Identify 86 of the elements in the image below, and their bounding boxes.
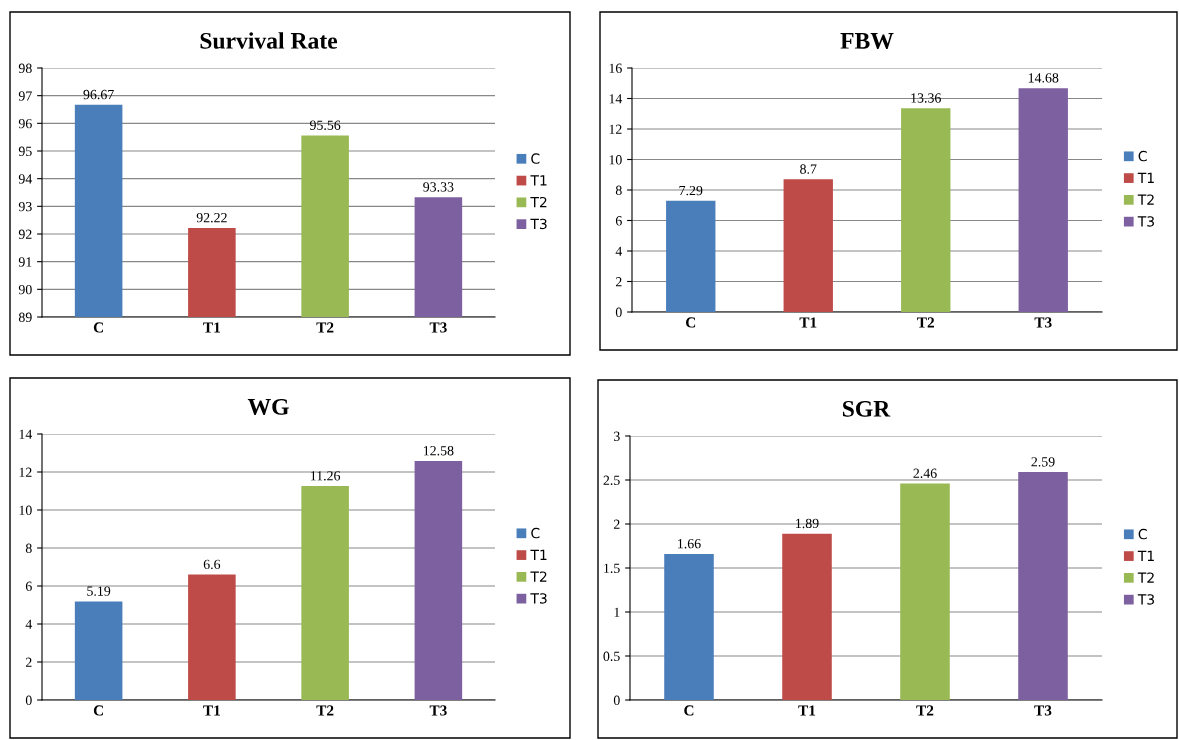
y-tick-label: 92 (18, 229, 32, 239)
x-tick-label: T3 (1034, 317, 1052, 328)
y-tick-label: 14 (609, 94, 623, 104)
y-tick-label: 14 (19, 429, 33, 439)
y-tick-label: 10 (609, 155, 622, 165)
y-tick-label: 2.5 (603, 475, 620, 486)
x-tick-label: C (93, 322, 103, 333)
data-label: 93.33 (423, 182, 454, 192)
x-tick-label: T2 (917, 317, 935, 328)
y-tick-label: 4 (615, 246, 623, 256)
legend-label: C (1138, 528, 1147, 540)
y-tick-label: 1 (614, 607, 620, 617)
y-tick-label: 16 (609, 63, 622, 73)
x-tick-label: C (685, 317, 696, 328)
legend-label: T2 (530, 571, 547, 582)
y-tick-label: 89 (18, 312, 32, 322)
chart-title: SGR (842, 400, 891, 417)
x-tick-label: T2 (316, 322, 334, 333)
data-label: 7.29 (679, 185, 703, 196)
legend-label: C (531, 527, 540, 539)
y-tick-label: 98 (18, 63, 32, 73)
data-label: 2.59 (1031, 457, 1055, 467)
legend-label: T3 (1137, 594, 1155, 605)
y-tick-label: 91 (18, 257, 32, 267)
legend-label: T1 (530, 175, 547, 186)
legend-label: C (1138, 150, 1147, 162)
y-tick-label: 12 (609, 124, 622, 134)
y-tick-label: 90 (18, 284, 32, 295)
y-tick-label: 0 (615, 307, 622, 317)
legend-label: T1 (1137, 550, 1154, 561)
legend-label: T3 (530, 218, 547, 230)
legend-label: C (531, 153, 540, 164)
y-tick-label: 96 (18, 118, 32, 129)
data-label: 14.68 (1028, 73, 1059, 83)
data-label: 6.6 (203, 559, 221, 570)
y-tick-label: 0.5 (603, 651, 620, 662)
x-tick-label: C (93, 705, 103, 716)
data-label: 95.56 (309, 120, 341, 130)
y-tick-label: 8 (25, 543, 32, 553)
y-tick-label: 2 (613, 519, 620, 529)
data-label: 12.58 (423, 446, 454, 456)
data-label: 92.22 (196, 212, 227, 223)
y-tick-label: 95 (18, 146, 32, 156)
data-label: 8.7 (800, 164, 817, 174)
x-tick-label: T3 (1034, 705, 1052, 716)
legend-label: T2 (1137, 572, 1154, 583)
y-tick-label: 0 (25, 695, 32, 705)
legend-label: T2 (1137, 194, 1154, 205)
legend-label: T3 (530, 593, 547, 604)
y-tick-label: 93 (18, 201, 32, 212)
y-tick-label: 4 (25, 619, 33, 629)
x-tick-label: T1 (798, 705, 816, 716)
chart-title: Survival Rate (200, 32, 338, 49)
x-tick-label: T2 (916, 705, 934, 716)
x-tick-label: T2 (316, 705, 334, 716)
legend-label: T2 (530, 196, 547, 208)
data-label: 11.26 (310, 471, 341, 481)
x-tick-label: T3 (429, 322, 447, 333)
y-tick-label: 12 (19, 467, 32, 477)
legend-label: T1 (1137, 172, 1154, 183)
x-tick-label: C (684, 705, 694, 716)
y-tick-label: 2 (615, 277, 622, 287)
data-label: 1.89 (796, 518, 819, 529)
y-tick-label: 94 (18, 174, 33, 184)
data-label: 13.36 (911, 93, 941, 103)
chart-title: WG (247, 398, 289, 415)
y-tick-label: 1.5 (604, 563, 620, 574)
y-tick-label: 6 (25, 581, 32, 591)
legend-label: T1 (530, 549, 547, 560)
x-tick-label: T1 (203, 322, 220, 333)
data-label: 5.19 (87, 586, 111, 596)
y-tick-label: 10 (19, 505, 32, 515)
y-tick-label: 3 (614, 431, 620, 441)
data-label: 96.67 (83, 89, 114, 100)
x-tick-label: T1 (203, 705, 220, 716)
legend-label: T3 (1137, 216, 1154, 227)
y-tick-label: 2 (25, 657, 32, 667)
chart-title: FBW (840, 33, 894, 49)
data-label: 1.66 (678, 538, 701, 549)
y-tick-label: 0 (613, 695, 620, 705)
y-tick-label: 8 (615, 185, 622, 195)
y-tick-label: 6 (615, 216, 622, 226)
y-tick-label: 97 (18, 91, 32, 101)
x-tick-label: T1 (799, 317, 817, 328)
data-label: 2.46 (913, 468, 937, 478)
x-tick-label: T3 (429, 705, 447, 716)
